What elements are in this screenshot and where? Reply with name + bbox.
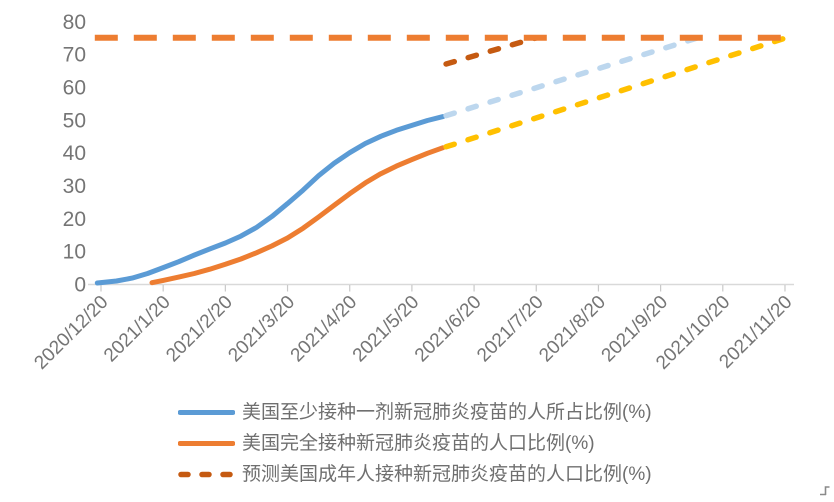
chart-legend: 美国至少接种一剂新冠肺炎疫苗的人所占比例(%) 美国完全接种新冠肺炎疫苗的人口比… [178,397,652,490]
legend-item-adult-prediction: 预测美国成年人接种新冠肺炎疫苗的人口比例(%) [178,459,652,490]
series-line-one-dose-actual [94,114,446,286]
y-tick-label: 10 [63,241,86,264]
x-tick-label: 2021/1/20 [100,292,175,367]
legend-line-solid-orange [178,441,235,446]
legend-label-one-dose: 美国至少接种一剂新冠肺炎疫苗的人所占比例(%) [242,402,652,423]
legend-line-dashed-darkorange [178,471,235,478]
vaccination-chart: 2020/12/202021/1/202021/2/202021/3/20202… [30,11,796,374]
x-tick-label: 2021/8/20 [535,292,610,367]
y-tick-label: 0 [74,274,86,297]
legend-label-adult-prediction: 预测美国成年人接种新冠肺炎疫苗的人口比例(%) [242,464,652,485]
x-tick-label: 2021/2/20 [162,292,237,367]
legend-item-one-dose: 美国至少接种一剂新冠肺炎疫苗的人所占比例(%) [178,397,652,428]
y-tick-label: 70 [63,44,86,67]
x-tick-label: 2021/6/20 [411,292,486,367]
series-line-fully-vaccinated-projection [443,35,789,150]
x-tick-label: 2021/7/20 [473,292,548,367]
legend-label-fully-vaccinated: 美国完全接种新冠肺炎疫苗的人口比例(%) [242,433,595,454]
corner-artifact-mark [820,486,830,496]
x-tick-label: 2020/12/20 [30,292,112,374]
legend-line-solid-blue [178,410,235,415]
y-tick-label: 50 [63,109,86,132]
series-line-one-dose-projection [443,35,701,119]
series-line-adult-prediction [443,35,540,67]
y-tick-label: 80 [63,11,86,34]
y-tick-label: 40 [63,142,86,165]
x-tick-label: 2021/5/20 [349,292,424,367]
y-tick-label: 60 [63,77,86,100]
y-tick-label: 30 [63,175,86,198]
x-tick-label: 2021/3/20 [224,292,299,367]
y-tick-label: 20 [63,208,86,231]
x-tick-label: 2021/4/20 [287,292,362,367]
legend-item-fully-vaccinated: 美国完全接种新冠肺炎疫苗的人口比例(%) [178,428,652,459]
series-line-fully-vaccinated-actual [149,145,446,286]
